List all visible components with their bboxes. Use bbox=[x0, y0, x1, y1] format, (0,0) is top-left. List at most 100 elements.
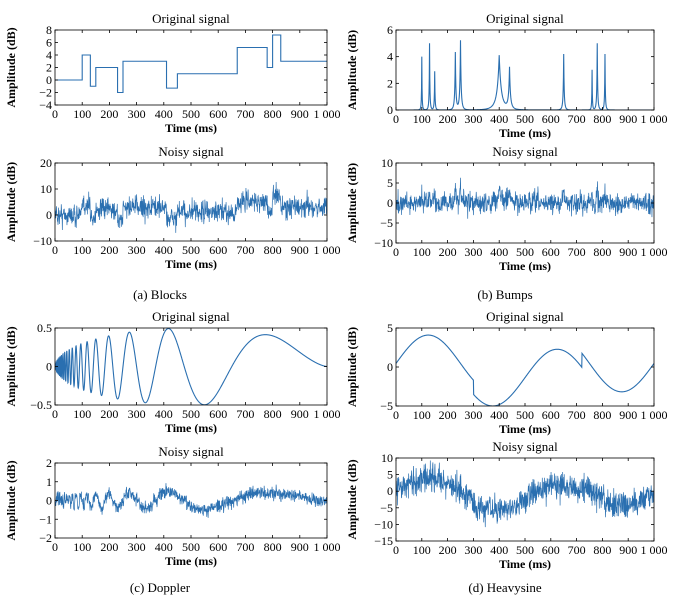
y-tick-label: 2 bbox=[46, 61, 52, 75]
x-tick-label: 400 bbox=[490, 245, 508, 259]
x-tick-label: 1 000 bbox=[641, 112, 668, 126]
y-tick-label: −5 bbox=[380, 399, 393, 413]
x-tick-label: 700 bbox=[568, 245, 586, 259]
x-tick-label: 200 bbox=[439, 112, 457, 126]
x-tick-label: 600 bbox=[542, 245, 560, 259]
x-tick-label: 1 000 bbox=[314, 407, 341, 421]
x-tick-label: 400 bbox=[490, 112, 508, 126]
y-axis-label: Amplitude (dB) bbox=[4, 326, 18, 406]
x-tick-label: 1 000 bbox=[314, 107, 341, 121]
y-tick-label: 0 bbox=[387, 360, 393, 374]
x-tick-label: 0 bbox=[52, 540, 58, 554]
x-tick-label: 300 bbox=[128, 243, 146, 257]
x-tick-label: 900 bbox=[619, 112, 637, 126]
x-tick-label: 400 bbox=[155, 540, 173, 554]
y-tick-label: 0 bbox=[46, 494, 52, 508]
x-tick-label: 200 bbox=[100, 107, 118, 121]
x-tick-label: 900 bbox=[619, 408, 637, 422]
x-tick-label: 800 bbox=[264, 107, 282, 121]
x-tick-label: 100 bbox=[413, 112, 431, 126]
chart-title: Noisy signal bbox=[492, 144, 558, 159]
chart-title: Noisy signal bbox=[492, 439, 558, 454]
x-tick-label: 500 bbox=[182, 107, 200, 121]
caption-blocks: (a) Blocks bbox=[133, 287, 187, 302]
y-tick-label: 10 bbox=[40, 182, 52, 196]
x-tick-label: 800 bbox=[593, 112, 611, 126]
y-tick-label: −4 bbox=[39, 98, 52, 112]
y-tick-label: 20 bbox=[40, 156, 52, 170]
x-axis-label: Time (ms) bbox=[499, 126, 551, 140]
y-tick-label: 4 bbox=[387, 50, 393, 64]
y-axis-label: Amplitude (dB) bbox=[345, 459, 359, 539]
x-tick-label: 300 bbox=[128, 407, 146, 421]
x-tick-label: 400 bbox=[155, 107, 173, 121]
x-tick-label: 700 bbox=[236, 407, 254, 421]
panel-heavysine-original: 0 100 200 300 400 500 600 700 800 900 1 000−505Ori… bbox=[345, 309, 668, 436]
x-axis-label: Time (ms) bbox=[165, 257, 217, 271]
y-axis-label: Amplitude (dB) bbox=[4, 27, 18, 107]
series-line bbox=[55, 34, 327, 94]
caption-heavysine: (d) Heavysine bbox=[468, 580, 542, 595]
x-axis-label: Time (ms) bbox=[499, 422, 551, 436]
x-tick-label: 700 bbox=[568, 543, 586, 557]
x-tick-label: 100 bbox=[73, 243, 91, 257]
y-tick-label: −10 bbox=[33, 234, 52, 248]
series-line bbox=[55, 181, 327, 233]
x-tick-label: 0 bbox=[393, 245, 399, 259]
x-tick-label: 300 bbox=[464, 408, 482, 422]
panel-doppler-noisy: 0 100 200 300 400 500 600 700 800 900 1 000−2−1012… bbox=[4, 444, 341, 568]
x-tick-label: 700 bbox=[236, 540, 254, 554]
series-line bbox=[396, 334, 654, 406]
x-tick-label: 0 bbox=[52, 107, 58, 121]
y-tick-label: −1 bbox=[39, 512, 52, 526]
y-axis-label: Amplitude (dB) bbox=[4, 162, 18, 242]
x-tick-label: 0 bbox=[393, 112, 399, 126]
x-tick-label: 100 bbox=[413, 408, 431, 422]
y-tick-label: 10 bbox=[381, 451, 393, 465]
y-tick-label: 10 bbox=[381, 156, 393, 170]
x-tick-label: 400 bbox=[155, 243, 173, 257]
x-axis-label: Time (ms) bbox=[165, 121, 217, 135]
x-tick-label: 200 bbox=[439, 408, 457, 422]
y-tick-label: 2 bbox=[46, 456, 52, 470]
x-tick-label: 800 bbox=[593, 543, 611, 557]
x-axis-label: Time (ms) bbox=[499, 259, 551, 273]
y-tick-label: 0 bbox=[387, 103, 393, 117]
y-tick-label: 2 bbox=[387, 76, 393, 90]
axes-frame bbox=[54, 162, 328, 242]
y-tick-label: 6 bbox=[46, 36, 52, 50]
series-line bbox=[396, 177, 654, 219]
y-tick-label: −15 bbox=[374, 534, 393, 548]
x-tick-label: 500 bbox=[516, 112, 534, 126]
x-tick-label: 300 bbox=[464, 112, 482, 126]
chart-title: Noisy signal bbox=[158, 144, 224, 159]
y-tick-label: 6 bbox=[387, 23, 393, 37]
panel-blocks-noisy: 0 100 200 300 400 500 600 700 800 900 1 000−100102… bbox=[4, 144, 341, 271]
x-tick-label: 900 bbox=[291, 540, 309, 554]
x-tick-label: 0 bbox=[52, 243, 58, 257]
y-tick-label: −10 bbox=[374, 236, 393, 250]
x-tick-label: 500 bbox=[182, 540, 200, 554]
x-tick-label: 1 000 bbox=[641, 543, 668, 557]
series-line bbox=[396, 40, 654, 110]
y-tick-label: 0 bbox=[46, 360, 52, 374]
x-tick-label: 600 bbox=[542, 408, 560, 422]
x-tick-label: 500 bbox=[182, 243, 200, 257]
y-axis-label: Amplitude (dB) bbox=[345, 30, 359, 110]
panel-doppler-original: 0 100 200 300 400 500 600 700 800 900 1 000−0.500.… bbox=[4, 309, 341, 435]
panel-blocks-original: 0 100 200 300 400 500 600 700 800 900 1 000−4−2024… bbox=[4, 11, 341, 135]
series-line bbox=[55, 483, 327, 518]
x-tick-label: 600 bbox=[209, 243, 227, 257]
x-tick-label: 800 bbox=[593, 245, 611, 259]
x-tick-label: 500 bbox=[182, 407, 200, 421]
x-axis-label: Time (ms) bbox=[165, 554, 217, 568]
x-tick-label: 200 bbox=[100, 243, 118, 257]
y-tick-label: 4 bbox=[46, 48, 52, 62]
chart-title: Original signal bbox=[486, 309, 564, 324]
panel-bumps-original: 0 100 200 300 400 500 600 700 800 900 1 000 0 2 4 6 Ori… bbox=[345, 11, 668, 140]
x-tick-label: 700 bbox=[236, 243, 254, 257]
x-tick-label: 700 bbox=[236, 107, 254, 121]
x-tick-label: 800 bbox=[264, 540, 282, 554]
x-tick-label: 700 bbox=[568, 112, 586, 126]
